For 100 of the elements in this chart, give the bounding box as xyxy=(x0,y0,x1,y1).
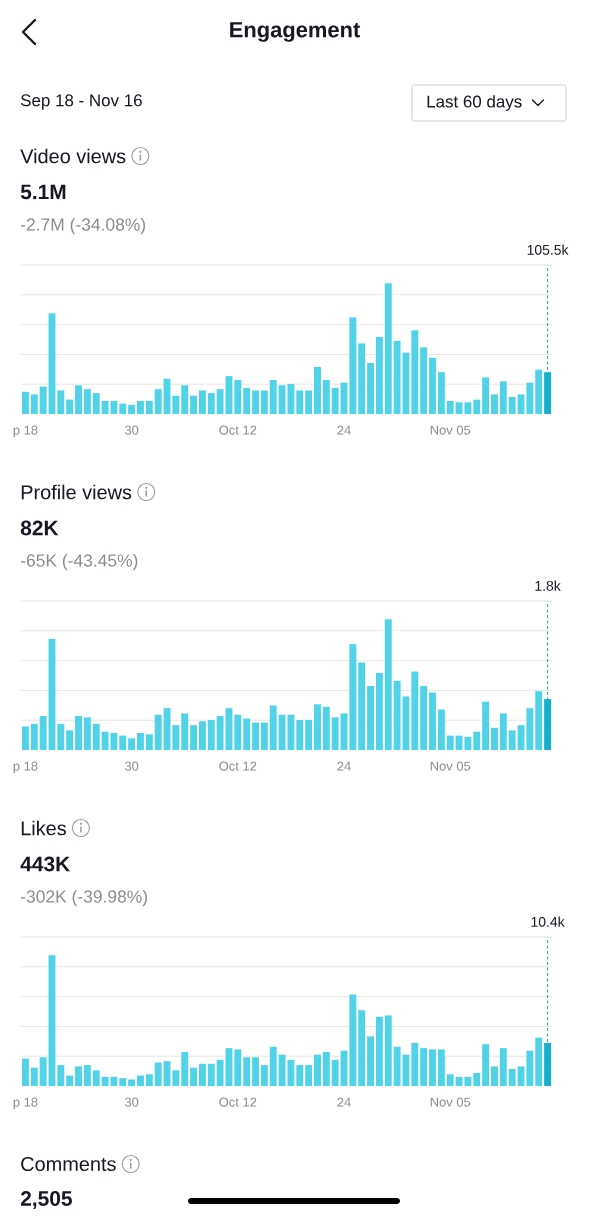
text: Comments xyxy=(21,1156,116,1172)
bar xyxy=(331,1059,339,1087)
bar xyxy=(367,685,375,751)
x-tick-label: 24 xyxy=(337,425,351,435)
x-tick-label: 24 xyxy=(337,761,351,771)
bar xyxy=(66,399,74,415)
bar xyxy=(66,1075,74,1087)
bar xyxy=(473,731,481,751)
bar xyxy=(269,705,277,751)
bar xyxy=(331,387,339,415)
bar xyxy=(92,393,100,415)
bar xyxy=(446,735,454,751)
bar xyxy=(296,719,304,751)
chart-subtitle: 82K xyxy=(20,520,59,536)
bar xyxy=(411,330,419,415)
bar xyxy=(198,1063,206,1087)
x-tick-label: Oct 12 xyxy=(219,761,257,771)
bar xyxy=(491,727,498,751)
bar xyxy=(30,1067,38,1087)
bar xyxy=(30,723,38,751)
bar xyxy=(491,394,498,415)
bar xyxy=(83,717,91,751)
x-tick-label: 30 xyxy=(124,761,139,771)
bar xyxy=(437,709,445,751)
ref-line-label: 105.5k xyxy=(527,244,569,255)
bar xyxy=(128,404,136,415)
bar xyxy=(322,706,330,751)
bar xyxy=(172,395,180,415)
bar xyxy=(314,366,321,415)
bar xyxy=(375,1016,383,1087)
bar xyxy=(446,400,454,415)
bar xyxy=(190,1067,198,1087)
bar xyxy=(154,1062,162,1087)
bar xyxy=(429,357,436,415)
bar xyxy=(508,730,516,751)
bar xyxy=(181,713,189,751)
x-tick-label: Nov 05 xyxy=(430,1097,471,1107)
chart-subtitle: 443K xyxy=(20,856,71,872)
bar xyxy=(508,397,516,415)
bar xyxy=(437,1049,445,1087)
bar xyxy=(252,1057,259,1087)
bar xyxy=(305,1065,313,1087)
bar xyxy=(243,387,251,415)
bar xyxy=(75,385,82,415)
text: Engagement xyxy=(230,22,360,42)
ref-line-label: 10.4k xyxy=(531,916,565,927)
text: -302K (-39.98%) xyxy=(20,889,147,907)
bar xyxy=(535,369,543,415)
bar xyxy=(128,1079,136,1087)
bar xyxy=(198,390,206,415)
bar xyxy=(216,1059,224,1087)
bar xyxy=(181,385,189,415)
bar xyxy=(243,718,251,751)
bar xyxy=(393,1046,401,1087)
bar xyxy=(446,1074,454,1087)
chart-subtitle: 5.1M xyxy=(20,184,66,200)
bar xyxy=(39,386,47,415)
ref-line-label: 1.8k xyxy=(535,580,561,591)
bar xyxy=(349,994,357,1087)
bar xyxy=(207,393,215,415)
chart-title: Likes xyxy=(21,820,66,836)
bar xyxy=(508,1069,516,1087)
bar xyxy=(375,672,383,751)
bar xyxy=(260,1065,268,1087)
bar xyxy=(358,343,366,415)
bar xyxy=(526,382,534,415)
bar xyxy=(119,1078,127,1087)
bar xyxy=(75,716,82,751)
bar xyxy=(482,377,490,415)
bar xyxy=(375,336,383,415)
bar xyxy=(137,733,144,751)
bar xyxy=(473,399,481,415)
bar xyxy=(322,380,330,415)
x-tick-label: p 18 xyxy=(13,761,38,774)
bar xyxy=(269,380,277,415)
bar xyxy=(384,619,392,751)
x-tick-label: Oct 12 xyxy=(219,425,257,435)
bar xyxy=(252,722,259,751)
bar xyxy=(30,394,38,415)
x-tick-label: Nov 05 xyxy=(430,425,471,435)
bar xyxy=(39,1057,47,1087)
bar xyxy=(305,719,313,751)
bar xyxy=(57,390,65,415)
x-tick-label: 30 xyxy=(124,425,139,435)
bar xyxy=(145,734,153,751)
bar xyxy=(21,1058,29,1087)
bar xyxy=(305,390,313,415)
bar xyxy=(429,692,436,751)
bar xyxy=(384,1015,392,1087)
bar xyxy=(119,735,127,751)
chart-title: Profile views xyxy=(21,484,132,500)
chart-title: Video views xyxy=(20,148,126,164)
bar xyxy=(349,317,357,415)
bar xyxy=(216,389,224,415)
bar xyxy=(393,680,401,751)
bar xyxy=(473,1072,481,1087)
bar xyxy=(482,701,490,751)
bar xyxy=(411,1042,419,1087)
bar xyxy=(358,662,366,751)
x-tick-label: Oct 12 xyxy=(219,1097,257,1107)
